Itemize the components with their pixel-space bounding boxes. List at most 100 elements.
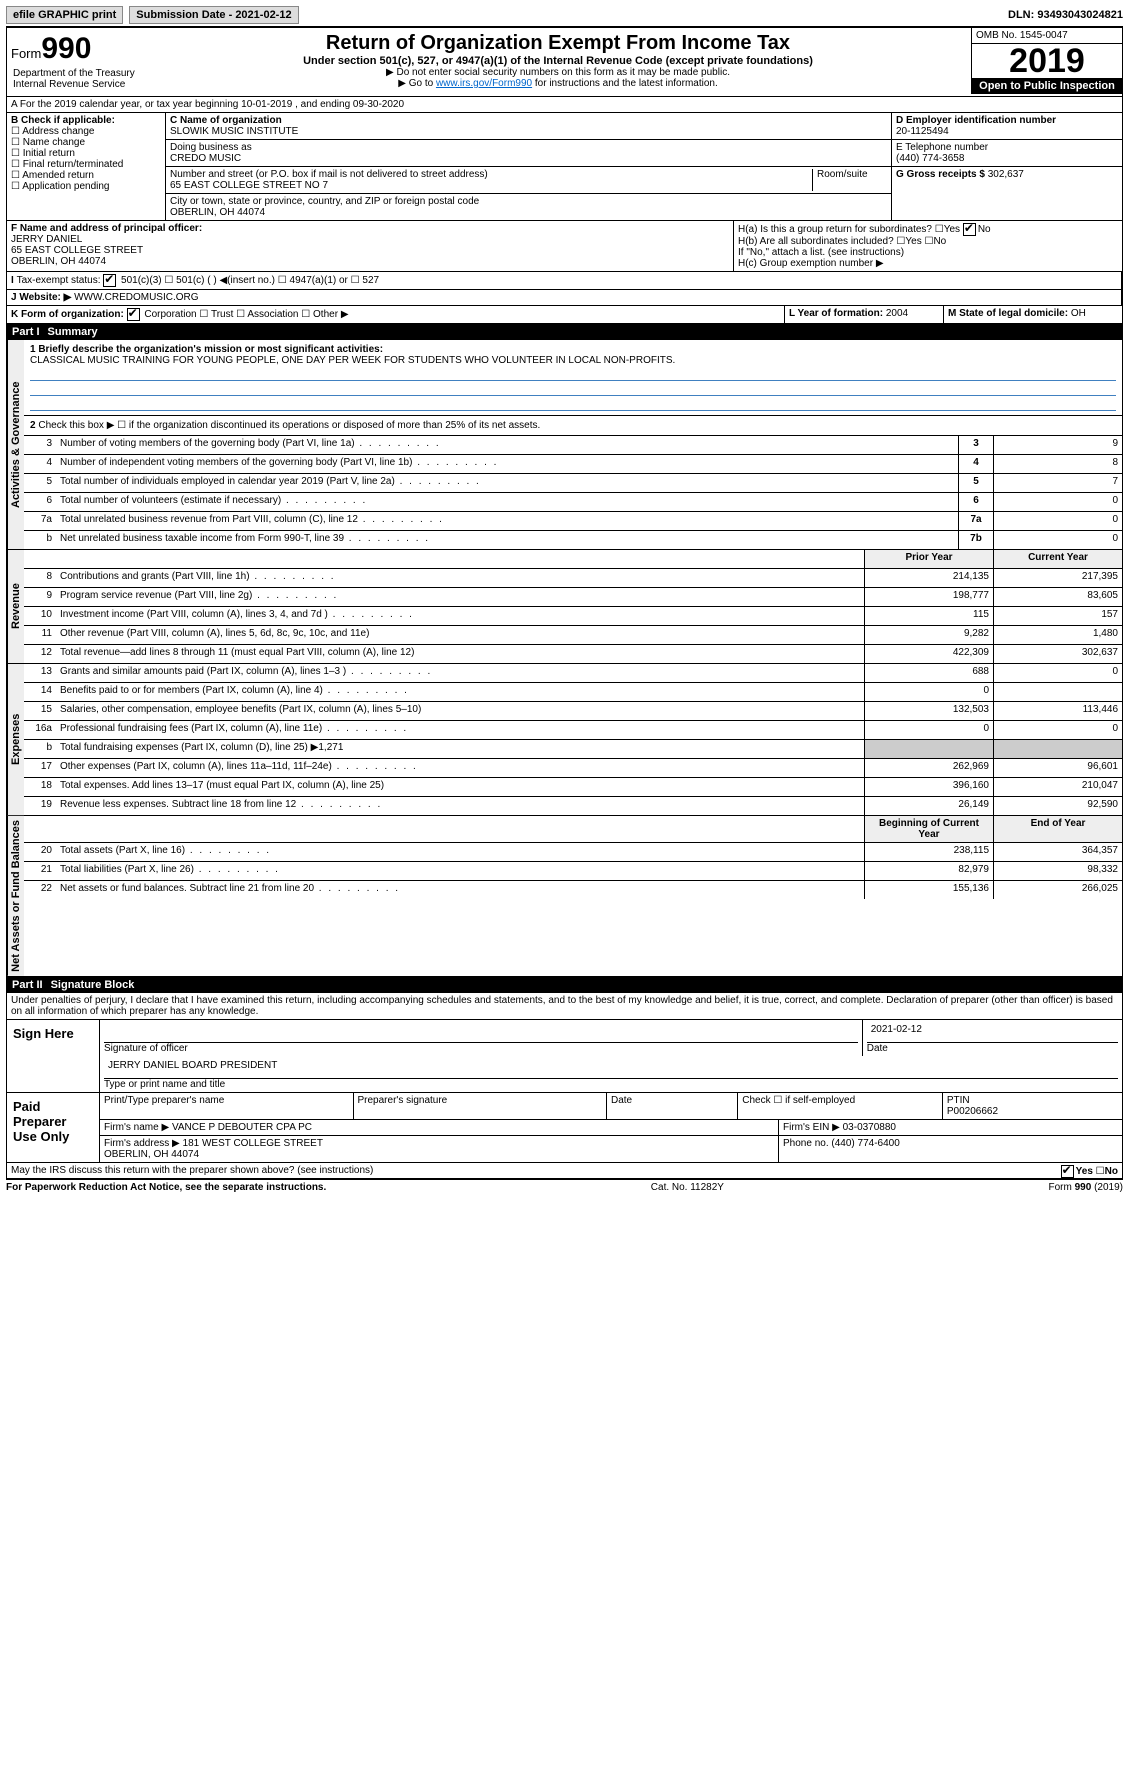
firm-ein: 03-0370880 — [843, 1122, 896, 1133]
signer-name: JERRY DANIEL BOARD PRESIDENT — [104, 1058, 1118, 1079]
dba-label: Doing business as — [170, 142, 887, 153]
form-subtitle: Under section 501(c), 527, or 4947(a)(1)… — [149, 55, 967, 67]
box-b-label: B Check if applicable: — [11, 115, 161, 126]
room-label: Room/suite — [812, 169, 887, 191]
prior-year-header: Prior Year — [864, 550, 993, 568]
line-3-value: 9 — [993, 436, 1122, 454]
preparer-date-header: Date — [607, 1093, 738, 1119]
check-501c3-icon — [103, 274, 116, 287]
phone-label: E Telephone number — [896, 142, 1118, 153]
top-bar: efile GRAPHIC print Submission Date - 20… — [6, 6, 1123, 28]
begin-year-header: Beginning of Current Year — [864, 816, 993, 842]
perjury-statement: Under penalties of perjury, I declare th… — [6, 993, 1123, 1020]
q2-text: 2 Check this box ▶ ☐ if the organization… — [24, 416, 1122, 436]
line-5-value: 7 — [993, 474, 1122, 492]
form-number: 990 — [41, 32, 91, 65]
line-7a-value: 0 — [993, 512, 1122, 530]
sig-officer-label: Signature of officer — [104, 1043, 858, 1054]
signer-name-label: Type or print name and title — [104, 1079, 1118, 1090]
officer-addr2: OBERLIN, OH 44074 — [11, 256, 729, 267]
check-initial-return[interactable]: ☐ Initial return — [11, 148, 161, 159]
gross-receipts-label: G Gross receipts $ — [896, 169, 985, 180]
part-2-header: Part IISignature Block — [6, 977, 1123, 993]
revenue-label: Revenue — [7, 550, 24, 663]
footer-mid: Cat. No. 11282Y — [651, 1182, 724, 1193]
check-address-change[interactable]: ☐ Address change — [11, 126, 161, 137]
self-employed-check[interactable]: Check ☐ if self-employed — [738, 1093, 943, 1119]
check-yes-icon — [1061, 1165, 1074, 1178]
officer-addr1: 65 EAST COLLEGE STREET — [11, 245, 729, 256]
revenue-section: Revenue Prior YearCurrent Year 8Contribu… — [6, 550, 1123, 664]
line-7b-value: 0 — [993, 531, 1122, 549]
note-ssn: ▶ Do not enter social security numbers o… — [149, 67, 967, 78]
addr-label: Number and street (or P.O. box if mail i… — [170, 169, 812, 180]
governance-label: Activities & Governance — [7, 340, 24, 549]
signature-block: Sign Here Signature of officer 2021-02-1… — [6, 1020, 1123, 1163]
org-name-label: C Name of organization — [170, 115, 887, 126]
dba-value: CREDO MUSIC — [170, 153, 887, 164]
ptin-value: P00206662 — [947, 1106, 1118, 1117]
footer: For Paperwork Reduction Act Notice, see … — [6, 1179, 1123, 1195]
current-year-header: Current Year — [993, 550, 1122, 568]
year-formation: L Year of formation: 2004 — [784, 306, 943, 323]
submission-date: Submission Date - 2021-02-12 — [129, 6, 298, 24]
expenses-section: Expenses 13Grants and similar amounts pa… — [6, 664, 1123, 816]
entity-info-grid: B Check if applicable: ☐ Address change … — [6, 113, 1123, 221]
gross-receipts-value: 302,637 — [988, 169, 1024, 180]
h-c: H(c) Group exemption number ▶ — [738, 258, 1118, 269]
footer-left: For Paperwork Reduction Act Notice, see … — [6, 1182, 326, 1193]
note-link: ▶ Go to www.irs.gov/Form990 for instruct… — [149, 78, 967, 89]
paid-preparer-label: Paid Preparer Use Only — [7, 1093, 100, 1162]
netassets-label: Net Assets or Fund Balances — [7, 816, 24, 976]
ein-label: D Employer identification number — [896, 115, 1118, 126]
officer-h-row: F Name and address of principal officer:… — [6, 221, 1123, 272]
sign-date: 2021-02-12 — [867, 1022, 1118, 1043]
check-no-icon — [963, 223, 976, 236]
dln: DLN: 93493043024821 — [1008, 9, 1123, 21]
form-header: Form990 Department of the Treasury Inter… — [6, 28, 1123, 97]
irs-link[interactable]: www.irs.gov/Form990 — [436, 78, 532, 89]
h-b: H(b) Are all subordinates included? ☐Yes… — [738, 236, 1118, 247]
line-6-value: 0 — [993, 493, 1122, 511]
row-a-period: A For the 2019 calendar year, or tax yea… — [6, 97, 1123, 113]
officer-name: JERRY DANIEL — [11, 234, 729, 245]
firm-phone: (440) 774-6400 — [831, 1138, 899, 1149]
part-1-header: Part ISummary — [6, 324, 1123, 340]
netassets-section: Net Assets or Fund Balances Beginning of… — [6, 816, 1123, 977]
addr-value: 65 EAST COLLEGE STREET NO 7 — [170, 180, 812, 191]
end-year-header: End of Year — [993, 816, 1122, 842]
firm-addr: 181 WEST COLLEGE STREET — [183, 1138, 323, 1149]
phone-value: (440) 774-3658 — [896, 153, 1118, 164]
website-value: WWW.CREDOMUSIC.ORG — [74, 292, 198, 303]
efile-button[interactable]: efile GRAPHIC print — [6, 6, 123, 24]
department-label: Department of the Treasury Internal Reve… — [11, 66, 141, 92]
h-note: If "No," attach a list. (see instruction… — [738, 247, 1118, 258]
expenses-label: Expenses — [7, 664, 24, 815]
state-domicile: M State of legal domicile: OH — [943, 306, 1122, 323]
check-corp-icon — [127, 308, 140, 321]
open-public-badge: Open to Public Inspection — [972, 78, 1122, 94]
q1-label: 1 Briefly describe the organization's mi… — [30, 344, 383, 355]
check-final-return[interactable]: ☐ Final return/terminated — [11, 159, 161, 170]
footer-right: Form 990 (2019) — [1049, 1182, 1123, 1193]
discuss-row: May the IRS discuss this return with the… — [6, 1163, 1123, 1179]
check-name-change[interactable]: ☐ Name change — [11, 137, 161, 148]
preparer-name-header: Print/Type preparer's name — [100, 1093, 354, 1119]
org-name: SLOWIK MUSIC INSTITUTE — [170, 126, 887, 137]
check-application-pending[interactable]: ☐ Application pending — [11, 181, 161, 192]
city-value: OBERLIN, OH 44074 — [170, 207, 887, 218]
form-prefix: Form — [11, 46, 41, 61]
line-4-value: 8 — [993, 455, 1122, 473]
form-title: Return of Organization Exempt From Incom… — [149, 32, 967, 55]
tax-year: 2019 — [972, 44, 1122, 78]
preparer-sig-header: Preparer's signature — [354, 1093, 608, 1119]
q1-text: CLASSICAL MUSIC TRAINING FOR YOUNG PEOPL… — [30, 355, 1116, 366]
h-a: H(a) Is this a group return for subordin… — [738, 223, 1118, 236]
officer-label: F Name and address of principal officer: — [11, 223, 729, 234]
website-row: J Website: ▶ WWW.CREDOMUSIC.ORG — [7, 290, 1122, 305]
sign-here-label: Sign Here — [7, 1020, 100, 1092]
check-amended-return[interactable]: ☐ Amended return — [11, 170, 161, 181]
form-org-row: K Form of organization: Corporation ☐ Tr… — [7, 306, 784, 323]
firm-city: OBERLIN, OH 44074 — [104, 1149, 199, 1160]
ein-value: 20-1125494 — [896, 126, 1118, 137]
